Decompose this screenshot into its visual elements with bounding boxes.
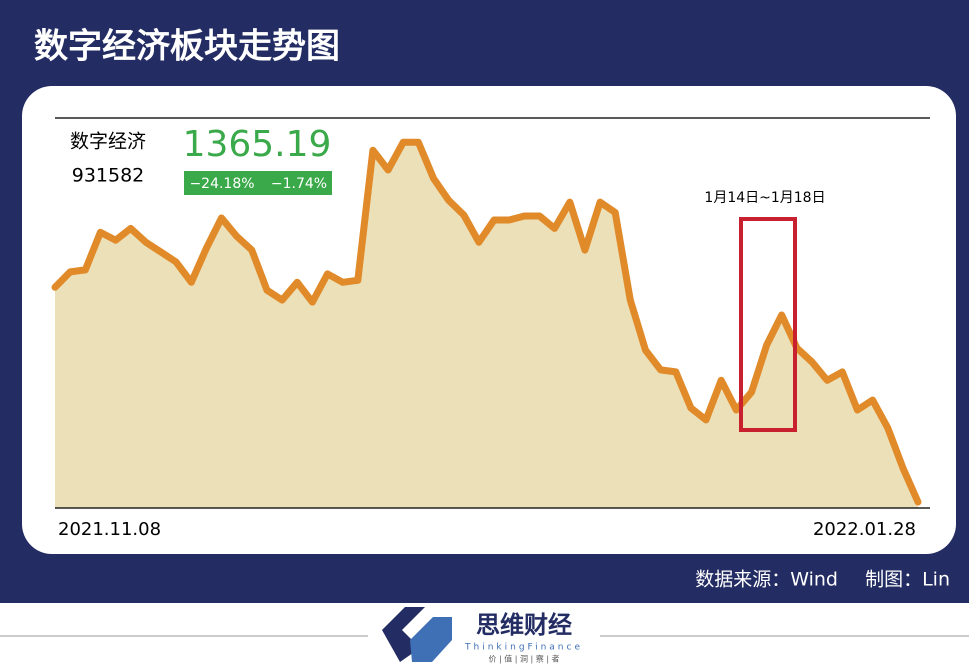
highlight-box	[739, 217, 797, 432]
x-tick-label: 2022.01.28	[813, 519, 916, 540]
area	[55, 142, 918, 509]
change: −1.74%	[271, 176, 327, 192]
stat-name: 数字经济	[70, 131, 146, 153]
title: 数字经济板块走势图	[34, 27, 340, 67]
annotation: 1月14日~1月18日	[704, 190, 825, 206]
slogan: 价 | 值 | 洞 | 察 | 者	[488, 654, 559, 664]
brand-en: ThinkingFinance	[464, 643, 583, 653]
change: −24.18%	[189, 176, 254, 192]
x-tick-label: 2021.11.08	[58, 519, 161, 540]
change-box	[184, 171, 332, 195]
logo	[382, 607, 452, 662]
line	[51, 138, 922, 506]
plot	[51, 138, 922, 509]
brand: 思维财经	[476, 611, 572, 639]
source: 数据来源：Wind	[695, 569, 838, 591]
stat-value: 1365.19	[183, 124, 332, 165]
stat-code: 931582	[72, 165, 145, 187]
author: 制图：Lin	[865, 569, 950, 591]
